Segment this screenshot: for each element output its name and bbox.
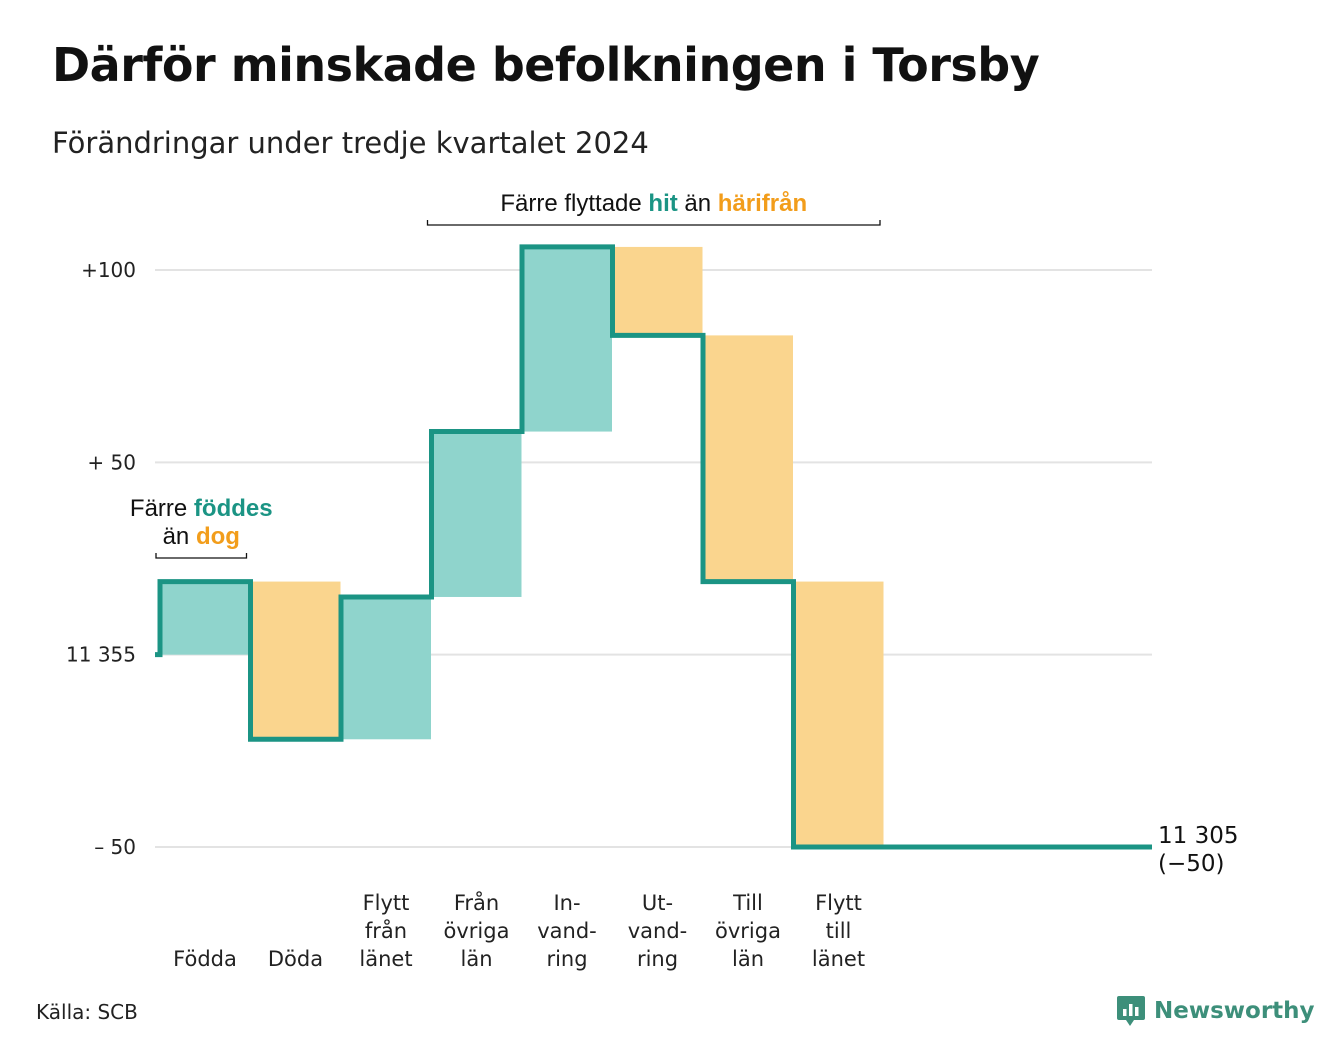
bar-frånövrigalän xyxy=(431,431,522,597)
x-category-label: Till övriga län xyxy=(715,891,781,971)
x-category-label-line: vand- xyxy=(537,919,597,943)
bar-döda xyxy=(250,581,341,740)
x-category-label-line: Döda xyxy=(268,947,323,971)
chart-subtitle: Förändringar under tredje kvartalet 2024 xyxy=(52,126,649,160)
x-category-label-line: vand- xyxy=(628,919,688,943)
newsworthy-logo-icon xyxy=(1117,996,1145,1026)
cumulative-line xyxy=(155,244,1152,850)
x-category-label-line: In- xyxy=(553,891,580,915)
x-category-label: Döda xyxy=(268,947,323,971)
grid-lines xyxy=(155,269,1152,848)
x-category-label-line: länet xyxy=(359,947,412,971)
annotation-bracket xyxy=(155,553,248,559)
x-category-label-line: Flytt xyxy=(363,891,410,915)
x-category-label: Ut-vand-ring xyxy=(628,891,688,971)
brand-name: Newsworthy xyxy=(1154,998,1315,1024)
x-category-label-line: övriga xyxy=(715,919,781,943)
x-category-label-line: länet xyxy=(812,947,865,971)
end-value-label: 11 305 xyxy=(1158,823,1238,849)
x-category-label: In-vand-ring xyxy=(537,891,597,971)
annotation-text: Färre flyttade hit än härifrån xyxy=(500,190,807,217)
x-category-label: Födda xyxy=(173,947,237,971)
x-category-label: Från övriga län xyxy=(444,890,510,971)
x-category-label-line: till xyxy=(826,919,852,943)
bar-utvandring xyxy=(612,246,703,336)
end-label: 11 305(−50) xyxy=(1158,823,1238,877)
x-category-label-line: övriga xyxy=(444,919,510,943)
x-category-label-line: Till xyxy=(732,891,763,915)
cumulative-step-line xyxy=(155,244,1152,850)
x-category-label-line: Födda xyxy=(173,947,237,971)
annotation-plain-text: än xyxy=(163,523,196,550)
bar-tillövrigalän xyxy=(703,335,793,582)
annotation-plain-text: Färre flyttade xyxy=(500,190,648,217)
bars xyxy=(160,246,884,847)
end-value-label: (−50) xyxy=(1158,851,1224,877)
annotation-plain-text: Färre xyxy=(130,495,194,522)
brand-logo: Newsworthy xyxy=(1116,994,1315,1028)
annotation-out-text: härifrån xyxy=(718,190,807,217)
x-category-label-line: från xyxy=(365,918,407,943)
x-category-label-line: län xyxy=(460,947,492,971)
x-category-label: Flytt till länet xyxy=(812,891,865,971)
annotation-bracket xyxy=(426,220,881,226)
y-tick-label: + 50 xyxy=(87,450,136,474)
annotation-out-text: dog xyxy=(196,523,240,550)
annotation-text: Färre föddes xyxy=(130,495,273,522)
x-category-label-line: Flytt xyxy=(815,891,862,915)
x-category-label-line: ring xyxy=(546,947,587,971)
annotation-plain-text: än xyxy=(678,190,718,217)
bar-födda xyxy=(160,581,250,655)
y-tick-label: 11 355 xyxy=(66,643,136,667)
bar-invandring xyxy=(522,246,612,432)
x-category-label-line: län xyxy=(732,947,764,971)
chart-title: Därför minskade befolkningen i Torsby xyxy=(52,38,1040,92)
x-category-label-line: ring xyxy=(637,947,678,971)
annotation-in-text: föddes xyxy=(194,495,273,522)
source-note: Källa: SCB xyxy=(36,1000,138,1024)
y-tick-label: – 50 xyxy=(94,835,136,859)
x-axis-categories: Födda Döda Flytt från länet Från övriga län In-v… xyxy=(173,890,865,971)
bar-flyttfrånlänet xyxy=(341,596,431,740)
bar-flytttilllänet xyxy=(793,581,884,847)
y-axis: +100 + 50 11 355 – 50 xyxy=(66,258,136,859)
x-category-label-line: Ut- xyxy=(642,891,673,915)
annotation-in-text: hit xyxy=(648,190,677,217)
annotation-text: än dog xyxy=(163,523,240,550)
x-category-label-line: Från xyxy=(454,890,499,915)
x-category-label: Flytt från länet xyxy=(359,891,412,971)
y-tick-label: +100 xyxy=(81,258,136,282)
